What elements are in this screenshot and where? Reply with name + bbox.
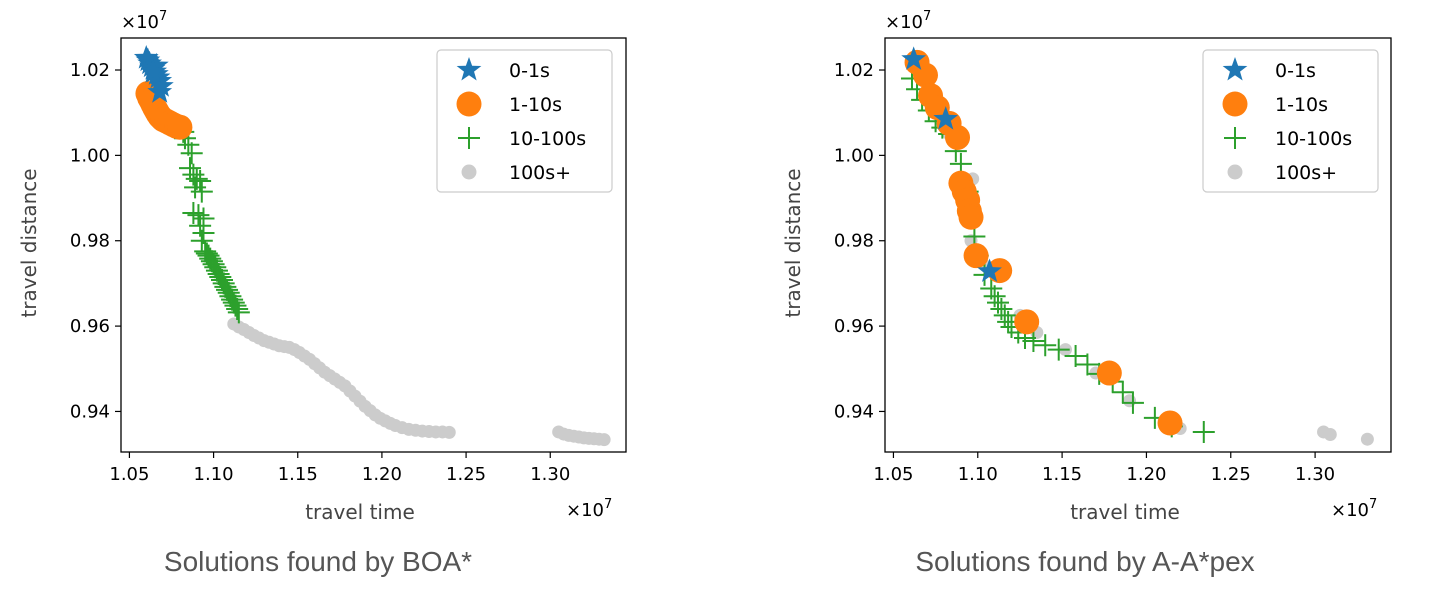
data-point <box>1158 410 1183 435</box>
data-point <box>187 204 209 226</box>
legend: 0-1s 1-10s 10-100s 100s+ <box>1203 50 1378 192</box>
chart-caption: Solutions found by BOA* <box>164 546 472 577</box>
data-point <box>1014 309 1039 334</box>
y-tick-label: 0.94 <box>70 401 110 422</box>
chart-figure: ×107 1.05 1.10 1.15 1.20 1.25 1.30 0.94 0.96 0.9… <box>0 0 1446 592</box>
series-100s+ <box>227 317 610 446</box>
data-point <box>1122 392 1144 414</box>
x-tick-label: 1.05 <box>873 464 913 485</box>
y-tick-label: 0.98 <box>70 231 110 252</box>
legend-marker <box>457 92 482 117</box>
legend-label: 1-10s <box>509 94 562 116</box>
x-tick-label: 1.05 <box>109 464 149 485</box>
x-multiplier-label: ×107 <box>566 497 612 521</box>
x-tick-label: 1.25 <box>446 464 486 485</box>
legend-label: 10-100s <box>1275 128 1352 150</box>
data-point <box>1324 428 1337 441</box>
y-tick-label: 0.96 <box>834 316 874 337</box>
x-tick-label: 1.25 <box>1211 464 1251 485</box>
x-tick-label: 1.30 <box>530 464 570 485</box>
data-point <box>959 205 984 230</box>
y-tick-label: 1.02 <box>70 60 110 81</box>
data-point <box>1097 361 1122 386</box>
data-point <box>964 243 989 268</box>
legend-marker <box>462 165 477 180</box>
legend-label: 1-10s <box>1275 94 1328 116</box>
data-point <box>167 115 192 140</box>
chart-panel-aapex: ×107 1.05 1.10 1.15 1.20 1.25 1.30 0.94 0.96 0.9… <box>781 9 1391 577</box>
legend: 0-1s 1-10s 10-100s 100s+ <box>437 50 612 192</box>
x-tick-label: 1.20 <box>1126 464 1166 485</box>
x-tick-label: 1.10 <box>958 464 998 485</box>
data-point <box>443 426 456 439</box>
y-multiplier-label: ×107 <box>885 9 931 33</box>
chart-caption: Solutions found by A-A*pex <box>915 546 1254 577</box>
data-point <box>1048 339 1070 361</box>
y-tick-label: 0.98 <box>834 231 874 252</box>
data-point <box>1361 433 1374 446</box>
y-tick-label: 1.00 <box>70 145 110 166</box>
y-axis-label: travel distance <box>17 168 41 317</box>
legend-label: 0-1s <box>1275 60 1316 82</box>
x-multiplier-label: ×107 <box>1331 497 1377 521</box>
y-tick-label: 1.00 <box>834 145 874 166</box>
y-tick-label: 1.02 <box>834 60 874 81</box>
chart-panel-boa: ×107 1.05 1.10 1.15 1.20 1.25 1.30 0.94 0.96 0.9… <box>17 9 626 577</box>
y-tick-label: 0.94 <box>834 401 874 422</box>
legend-label: 0-1s <box>509 60 550 82</box>
legend-label: 100s+ <box>509 162 571 184</box>
x-axis-label: travel time <box>1070 500 1180 524</box>
legend-label: 100s+ <box>1275 162 1337 184</box>
legend-marker <box>1228 165 1243 180</box>
x-axis-label: travel time <box>305 500 415 524</box>
data-point <box>1193 421 1215 443</box>
x-tick-label: 1.15 <box>278 464 318 485</box>
series-10-100s <box>172 121 250 324</box>
legend-marker <box>1223 92 1248 117</box>
x-tick-label: 1.10 <box>194 464 234 485</box>
y-axis-label: travel distance <box>781 168 805 317</box>
y-tick-label: 0.96 <box>70 316 110 337</box>
x-tick-label: 1.15 <box>1042 464 1082 485</box>
data-point <box>598 433 611 446</box>
data-point <box>945 125 970 150</box>
x-tick-label: 1.30 <box>1295 464 1335 485</box>
data-point <box>1123 394 1136 407</box>
y-multiplier-label: ×107 <box>121 9 167 33</box>
x-tick-label: 1.20 <box>362 464 402 485</box>
legend-label: 10-100s <box>509 128 586 150</box>
